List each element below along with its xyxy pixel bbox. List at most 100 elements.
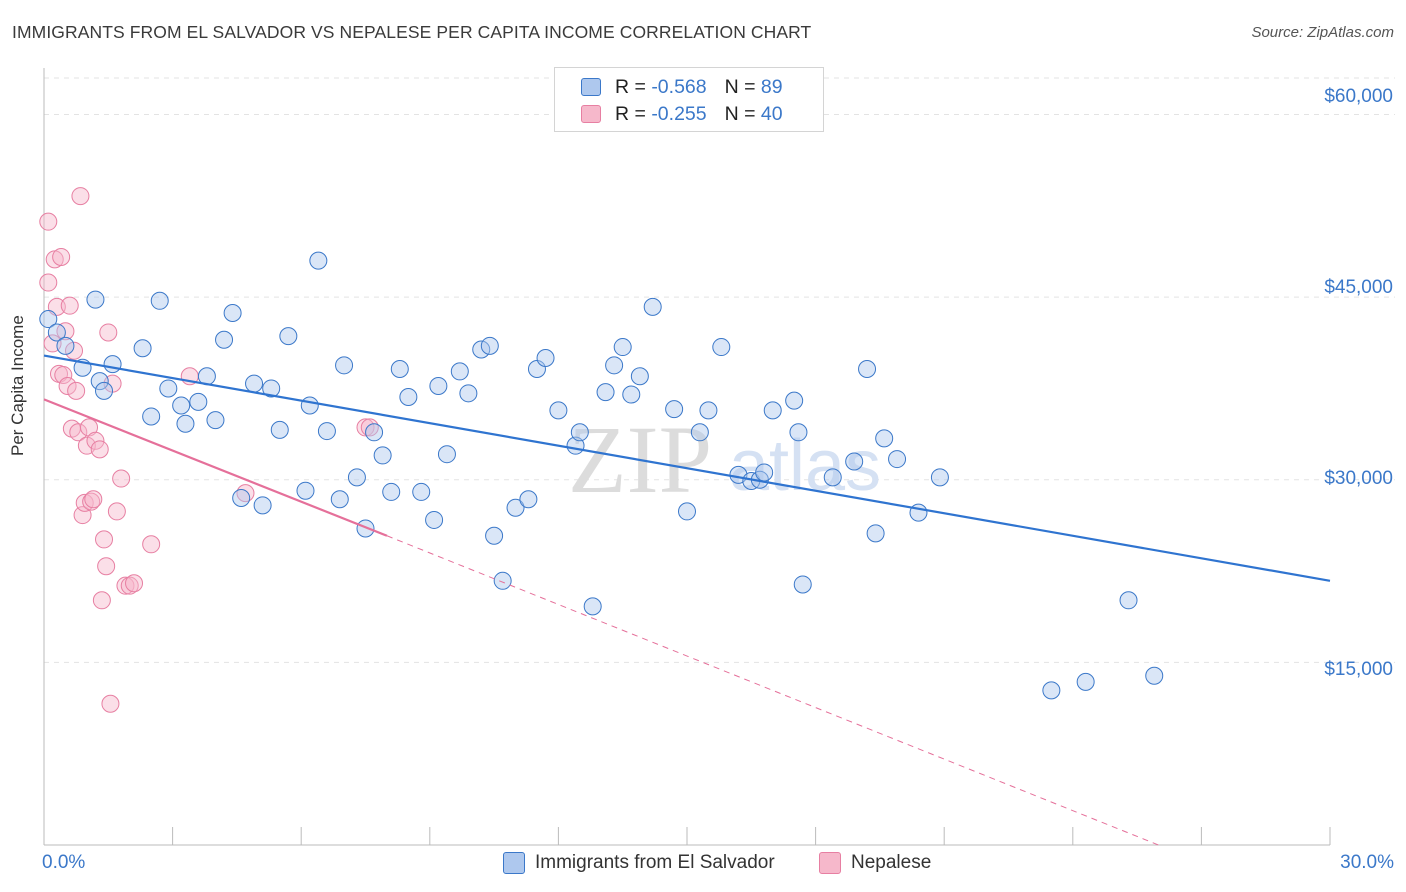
legend-r-label: R = bbox=[615, 102, 646, 125]
legend-swatch-pink bbox=[581, 105, 601, 123]
el-salvador-point bbox=[95, 381, 114, 400]
chart-title: IMMIGRANTS FROM EL SALVADOR VS NEPALESE … bbox=[12, 22, 812, 42]
el-salvador-point bbox=[763, 401, 782, 420]
el-salvador-point bbox=[472, 340, 491, 359]
el-salvador-point bbox=[296, 481, 315, 500]
nepalese-trend-line bbox=[43, 398, 388, 537]
el-salvador-point bbox=[103, 355, 122, 374]
el-salvador-point bbox=[56, 336, 75, 355]
bottom-legend-nepalese: Nepalese bbox=[819, 852, 931, 874]
source-label: Source: ZipAtlas.com bbox=[1251, 24, 1394, 41]
el-salvador-point bbox=[665, 400, 684, 419]
legend-n-value: 40 bbox=[760, 102, 783, 125]
el-salvador-point bbox=[262, 379, 281, 398]
el-salvador-point bbox=[789, 423, 808, 442]
bottom-legend-swatch-blue bbox=[503, 852, 525, 874]
watermark: ZIP atlas bbox=[568, 406, 881, 513]
el-salvador-point bbox=[930, 468, 949, 487]
el-salvador-point bbox=[485, 526, 504, 545]
el-salvador-point bbox=[493, 571, 512, 590]
el-salvador-point bbox=[270, 420, 289, 439]
y-tick-30000: $30,000 bbox=[1324, 468, 1393, 489]
el-salvador-point bbox=[1145, 666, 1164, 685]
el-salvador-point bbox=[605, 356, 624, 375]
el-salvador-point bbox=[133, 339, 152, 358]
el-salvador-point bbox=[690, 423, 709, 442]
nepalese-point bbox=[69, 423, 88, 442]
nepalese-point bbox=[92, 591, 111, 610]
y-tick-15000: $15,000 bbox=[1324, 659, 1393, 680]
el-salvador-point bbox=[150, 291, 169, 310]
axes bbox=[43, 68, 1331, 846]
el-salvador-points bbox=[39, 251, 1164, 700]
legend-swatch-blue bbox=[581, 78, 601, 96]
watermark-atlas: atlas bbox=[729, 426, 881, 506]
nepalese-points bbox=[39, 187, 379, 713]
el-salvador-point bbox=[519, 490, 538, 509]
el-salvador-point bbox=[365, 423, 384, 442]
el-salvador-point bbox=[232, 489, 251, 508]
nepalese-point bbox=[95, 530, 114, 549]
legend-r-value: -0.255 bbox=[651, 102, 707, 125]
nepalese-point bbox=[107, 502, 126, 521]
el-salvador-point bbox=[172, 396, 191, 415]
el-salvador-point bbox=[347, 468, 366, 487]
el-salvador-point bbox=[309, 251, 328, 270]
el-salvador-point bbox=[382, 482, 401, 501]
el-salvador-point bbox=[253, 496, 272, 515]
nepalese-point bbox=[39, 212, 58, 231]
el-salvador-trend-line bbox=[43, 354, 1331, 582]
el-salvador-point bbox=[412, 482, 431, 501]
legend: R = -0.568 N = 89 R = -0.255 N = 40 bbox=[554, 67, 824, 132]
nepalese-point bbox=[99, 323, 118, 342]
el-salvador-point bbox=[699, 401, 718, 420]
el-salvador-point bbox=[429, 377, 448, 396]
el-salvador-point bbox=[480, 336, 499, 355]
el-salvador-point bbox=[888, 450, 907, 469]
x-tick-min: 0.0% bbox=[42, 852, 86, 873]
legend-n-value: 89 bbox=[760, 75, 783, 98]
el-salvador-point bbox=[189, 392, 208, 411]
el-salvador-point bbox=[1119, 591, 1138, 610]
nepalese-point bbox=[82, 492, 101, 511]
el-salvador-point bbox=[549, 401, 568, 420]
gridlines bbox=[44, 77, 1395, 663]
nepalese-point bbox=[101, 694, 120, 713]
el-salvador-point bbox=[583, 597, 602, 616]
nepalese-point bbox=[58, 377, 77, 396]
el-salvador-point bbox=[506, 498, 525, 517]
el-salvador-point bbox=[858, 359, 877, 378]
x-tick-max: 30.0% bbox=[1340, 852, 1394, 873]
nepalese-point bbox=[84, 490, 103, 509]
nepalese-point bbox=[54, 366, 73, 385]
el-salvador-point bbox=[142, 407, 161, 426]
el-salvador-point bbox=[425, 510, 444, 529]
el-salvador-point bbox=[613, 338, 632, 357]
el-salvador-point bbox=[596, 383, 615, 402]
el-salvador-point bbox=[335, 356, 354, 375]
nepalese-point bbox=[125, 574, 144, 593]
el-salvador-point bbox=[1076, 672, 1095, 691]
nepalese-point bbox=[65, 341, 84, 360]
bottom-legend-el-salvador: Immigrants from El Salvador bbox=[503, 852, 775, 874]
el-salvador-point bbox=[570, 423, 589, 442]
el-salvador-point bbox=[317, 422, 336, 441]
legend-n-label: N = bbox=[724, 75, 756, 98]
nepalese-point bbox=[112, 469, 131, 488]
el-salvador-point bbox=[630, 367, 649, 386]
el-salvador-point bbox=[823, 468, 842, 487]
nepalese-point bbox=[142, 535, 161, 554]
nepalese-point bbox=[75, 493, 94, 512]
el-salvador-point bbox=[450, 362, 469, 381]
nepalese-point bbox=[71, 187, 90, 206]
el-salvador-point bbox=[1042, 681, 1061, 700]
y-axis-label: Per Capita Income bbox=[8, 315, 27, 456]
el-salvador-point bbox=[437, 445, 456, 464]
legend-n-label: N = bbox=[724, 102, 756, 125]
el-salvador-point bbox=[793, 575, 812, 594]
el-salvador-point bbox=[279, 327, 298, 346]
el-salvador-point bbox=[785, 391, 804, 410]
el-salvador-point bbox=[206, 411, 225, 430]
legend-r-value: -0.568 bbox=[651, 75, 707, 98]
